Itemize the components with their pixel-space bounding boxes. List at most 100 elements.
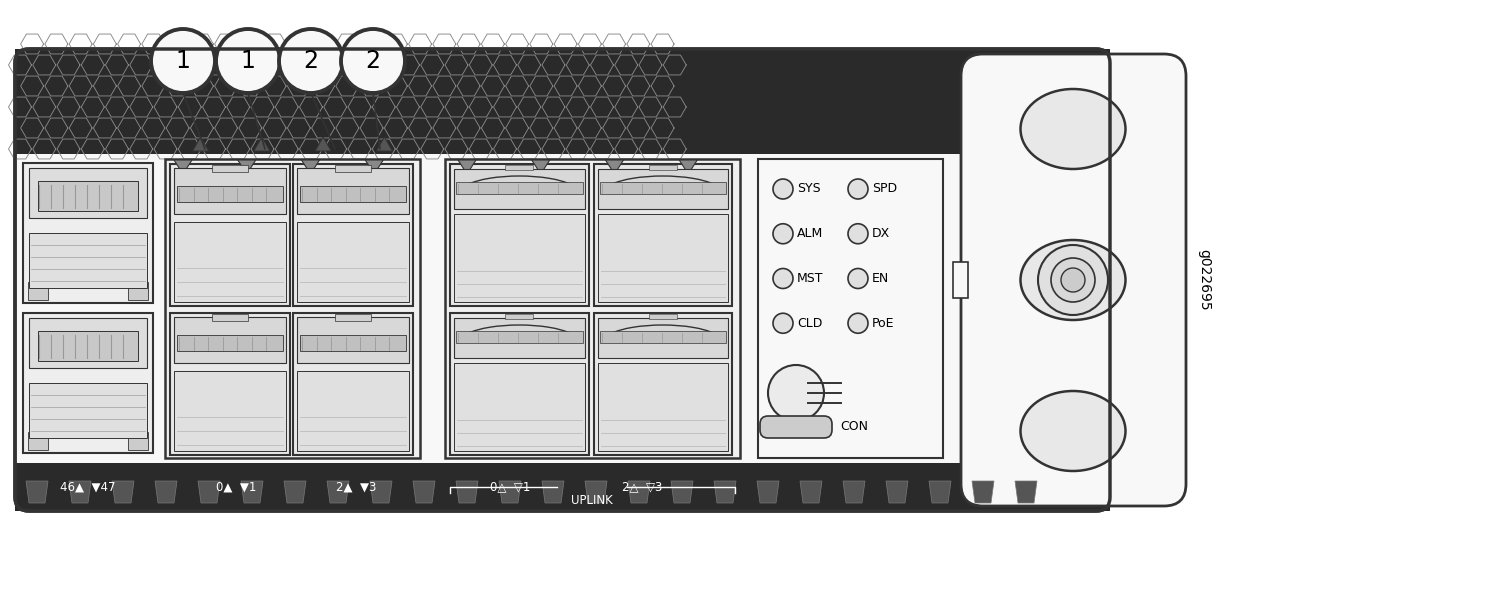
- Polygon shape: [500, 481, 520, 503]
- Bar: [758, 159, 944, 458]
- Bar: [454, 317, 585, 358]
- Bar: [177, 186, 284, 201]
- Polygon shape: [254, 137, 270, 151]
- Bar: [454, 168, 585, 209]
- Polygon shape: [174, 160, 192, 174]
- Bar: [446, 159, 740, 458]
- Polygon shape: [26, 481, 48, 503]
- Polygon shape: [628, 481, 650, 503]
- Bar: [28, 318, 147, 368]
- Bar: [597, 317, 728, 358]
- Polygon shape: [886, 481, 908, 503]
- Bar: [297, 370, 410, 451]
- Bar: [292, 313, 412, 455]
- Polygon shape: [928, 481, 951, 503]
- FancyBboxPatch shape: [760, 416, 832, 438]
- Bar: [170, 313, 290, 455]
- Polygon shape: [531, 160, 549, 174]
- Bar: [28, 233, 147, 288]
- Text: 1: 1: [176, 49, 190, 73]
- Circle shape: [152, 29, 214, 93]
- Circle shape: [1052, 258, 1095, 302]
- Polygon shape: [680, 160, 698, 174]
- Polygon shape: [542, 481, 564, 503]
- Bar: [128, 282, 148, 300]
- Circle shape: [1038, 245, 1108, 315]
- Bar: [597, 168, 728, 209]
- Circle shape: [772, 313, 794, 333]
- Text: 0△  ▽1: 0△ ▽1: [489, 481, 530, 493]
- Bar: [15, 102, 1110, 154]
- Circle shape: [772, 269, 794, 288]
- Circle shape: [847, 224, 868, 244]
- Text: 46▲  ▼47: 46▲ ▼47: [60, 481, 116, 493]
- Polygon shape: [458, 160, 476, 174]
- Ellipse shape: [1020, 240, 1125, 320]
- Polygon shape: [366, 160, 384, 174]
- Circle shape: [768, 365, 824, 421]
- FancyBboxPatch shape: [15, 463, 1110, 511]
- Circle shape: [216, 29, 280, 93]
- Bar: [28, 282, 48, 300]
- Bar: [450, 313, 588, 455]
- Bar: [506, 165, 532, 169]
- Ellipse shape: [1020, 391, 1125, 471]
- Text: DX: DX: [871, 227, 891, 240]
- Bar: [15, 463, 1110, 511]
- Bar: [597, 213, 728, 302]
- Bar: [454, 213, 585, 302]
- Polygon shape: [800, 481, 822, 503]
- Bar: [15, 49, 1110, 154]
- Bar: [174, 222, 286, 302]
- Bar: [450, 163, 588, 306]
- Circle shape: [279, 29, 344, 93]
- Polygon shape: [284, 481, 306, 503]
- Text: EN: EN: [871, 272, 889, 285]
- Text: UPLINK: UPLINK: [572, 495, 614, 507]
- Polygon shape: [843, 481, 866, 503]
- Bar: [38, 331, 138, 361]
- Polygon shape: [714, 481, 736, 503]
- Polygon shape: [198, 481, 220, 503]
- Text: PoE: PoE: [871, 317, 894, 330]
- Text: 0▲  ▼1: 0▲ ▼1: [216, 481, 256, 493]
- Bar: [334, 165, 370, 171]
- Polygon shape: [327, 481, 350, 503]
- Polygon shape: [585, 481, 608, 503]
- Circle shape: [1060, 268, 1084, 292]
- Polygon shape: [302, 160, 320, 174]
- Polygon shape: [192, 137, 208, 151]
- Bar: [22, 313, 153, 453]
- Bar: [594, 163, 732, 306]
- Bar: [594, 313, 732, 455]
- Bar: [165, 159, 420, 458]
- Text: 1: 1: [240, 49, 255, 73]
- Polygon shape: [670, 481, 693, 503]
- FancyBboxPatch shape: [15, 49, 1110, 154]
- Bar: [456, 182, 582, 194]
- Bar: [22, 163, 153, 303]
- Polygon shape: [370, 481, 392, 503]
- Bar: [174, 317, 286, 362]
- Polygon shape: [1016, 481, 1036, 503]
- Polygon shape: [376, 137, 393, 151]
- Text: MST: MST: [796, 272, 824, 285]
- Bar: [174, 168, 286, 213]
- Bar: [334, 314, 370, 320]
- Bar: [211, 165, 248, 171]
- Bar: [28, 432, 48, 450]
- Text: SYS: SYS: [796, 183, 820, 195]
- Polygon shape: [69, 481, 92, 503]
- Text: 2: 2: [366, 49, 381, 73]
- Bar: [454, 362, 585, 451]
- Circle shape: [772, 179, 794, 199]
- FancyBboxPatch shape: [15, 49, 1110, 511]
- Text: CLD: CLD: [796, 317, 822, 330]
- Text: SPD: SPD: [871, 183, 897, 195]
- Circle shape: [847, 313, 868, 333]
- Circle shape: [772, 224, 794, 244]
- Text: 2△  ▽3: 2△ ▽3: [622, 481, 663, 493]
- Bar: [300, 186, 406, 201]
- Text: 2: 2: [303, 49, 318, 73]
- Bar: [600, 331, 726, 343]
